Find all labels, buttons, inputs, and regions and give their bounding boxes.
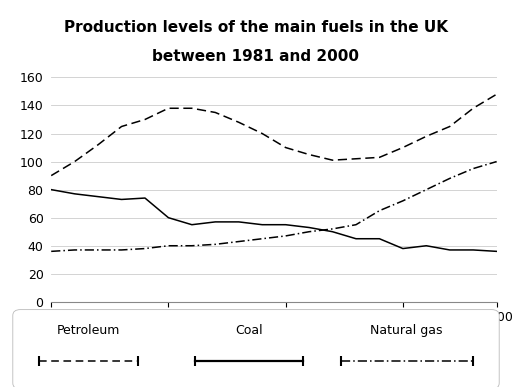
Text: Production levels of the main fuels in the UK: Production levels of the main fuels in t… — [64, 20, 448, 34]
Text: between 1981 and 2000: between 1981 and 2000 — [153, 49, 359, 63]
Text: Petroleum: Petroleum — [57, 324, 120, 337]
Text: Natural gas: Natural gas — [371, 324, 443, 337]
Text: Coal: Coal — [235, 324, 263, 337]
